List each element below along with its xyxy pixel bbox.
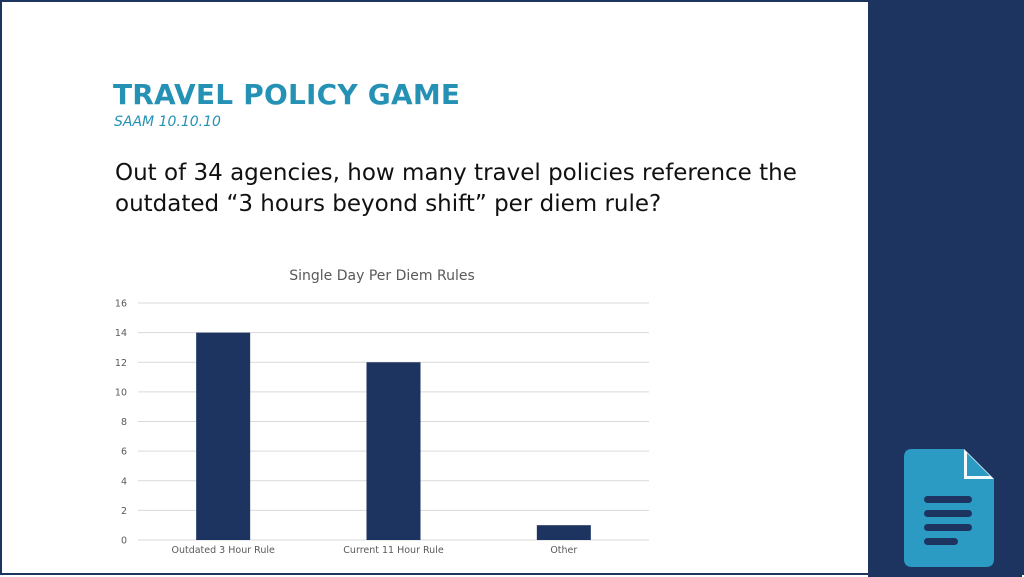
bars xyxy=(196,332,591,540)
y-tick-label: 8 xyxy=(121,417,127,428)
x-category-label: Other xyxy=(550,545,577,556)
document-icon xyxy=(904,449,994,567)
y-tick-label: 6 xyxy=(121,447,127,458)
x-category-label: Current 11 Hour Rule xyxy=(343,545,444,556)
y-tick-label: 4 xyxy=(121,476,127,487)
axis-labels: 0 2 4 6 8 10 12 14 16 Outdated 3 Hour Rule Current… xyxy=(115,299,578,557)
slide-subtitle: SAAM 10.10.10 xyxy=(114,114,221,130)
question-text: Out of 34 agencies, how many travel poli… xyxy=(115,160,797,217)
x-category-label: Outdated 3 Hour Rule xyxy=(171,545,274,556)
y-tick-label: 14 xyxy=(115,328,127,339)
bar xyxy=(536,525,591,540)
chart-title: Single Day Per Diem Rules xyxy=(289,268,475,284)
y-tick-label: 0 xyxy=(121,536,127,547)
bar xyxy=(366,362,421,540)
slide-title: TRAVEL POLICY GAME xyxy=(113,78,461,111)
y-tick-label: 2 xyxy=(121,506,127,517)
bar-chart: Single Day Per Diem Rules 0 2 4 6 8 10 12 14 16 O… xyxy=(115,268,649,557)
bar xyxy=(196,332,251,540)
y-tick-label: 12 xyxy=(115,358,127,369)
y-tick-label: 10 xyxy=(115,387,127,398)
y-tick-label: 16 xyxy=(115,299,127,310)
